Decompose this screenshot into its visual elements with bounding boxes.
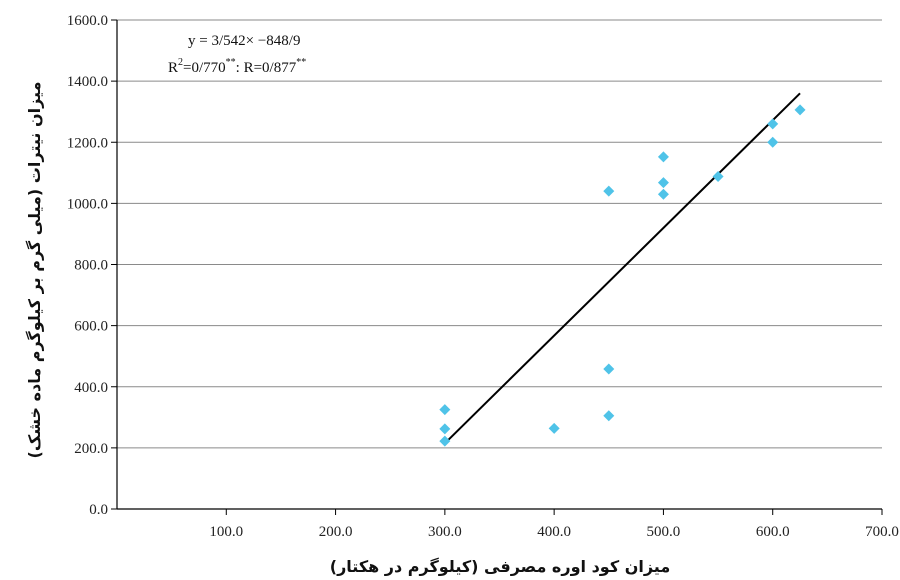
x-tick-label-4: 500.0 (647, 524, 681, 540)
data-point-1 (439, 423, 451, 435)
y-tick-label-0: 0.0 (89, 502, 108, 518)
y-tick-label-5: 1000.0 (67, 196, 108, 212)
y-axis-label: میزان نیترات (میلی گرم بر کیلوگرم ماده خ… (25, 82, 44, 459)
r-sig: ** (296, 57, 306, 68)
data-point-12 (767, 136, 779, 148)
x-axis-label: میزان کود اوره مصرفی (کیلوگرم در هکتار) (330, 557, 670, 576)
data-point-10 (712, 170, 724, 182)
r2-value: =0/770 (183, 60, 226, 76)
data-point-5 (603, 410, 615, 422)
x-tick-label-3: 400.0 (537, 524, 571, 540)
data-point-2 (439, 435, 451, 447)
y-tick-label-6: 1200.0 (67, 135, 108, 151)
trendline (444, 92, 801, 445)
r2-sig: ** (226, 57, 236, 68)
equation-line: y = 3/542× −848/9 (188, 33, 300, 49)
x-tick-label-1: 200.0 (319, 524, 353, 540)
data-point-4 (603, 363, 615, 375)
r2-base: R (168, 60, 178, 76)
y-tick-labels: 0.0 200.0 400.0 600.0 800.0 1000.0 1200.0 1400.… (67, 13, 117, 518)
data-point-3 (548, 422, 560, 434)
data-point-0 (439, 404, 451, 416)
y-tick-label-4: 800.0 (74, 258, 108, 274)
y-tick-label-2: 400.0 (74, 380, 108, 396)
y-tick-label-7: 1400.0 (67, 74, 108, 90)
data-point-11 (767, 118, 779, 130)
data-point-8 (657, 177, 669, 189)
r-value: : R=0/877 (236, 60, 297, 76)
r2-exp: 2 (178, 57, 183, 68)
data-point-7 (657, 151, 669, 163)
data-points (439, 104, 806, 447)
r-squared-label: R2=0/770**: R=0/877** (168, 57, 306, 76)
x-tick-label-6: 700.0 (865, 524, 899, 540)
data-point-13 (794, 104, 806, 116)
y-tick-label-8: 1600.0 (67, 13, 108, 29)
y-tick-label-3: 600.0 (74, 319, 108, 335)
x-tick-labels: 100.0 200.0 300.0 400.0 500.0 600.0 700.0 (209, 509, 899, 540)
gridlines (117, 19, 882, 449)
trendline-group (444, 92, 801, 445)
x-tick-label-0: 100.0 (209, 524, 243, 540)
x-tick-label-2: 300.0 (428, 524, 462, 540)
data-point-9 (657, 188, 669, 200)
data-point-6 (603, 185, 615, 197)
x-tick-label-5: 600.0 (756, 524, 790, 540)
y-tick-label-1: 200.0 (74, 441, 108, 457)
